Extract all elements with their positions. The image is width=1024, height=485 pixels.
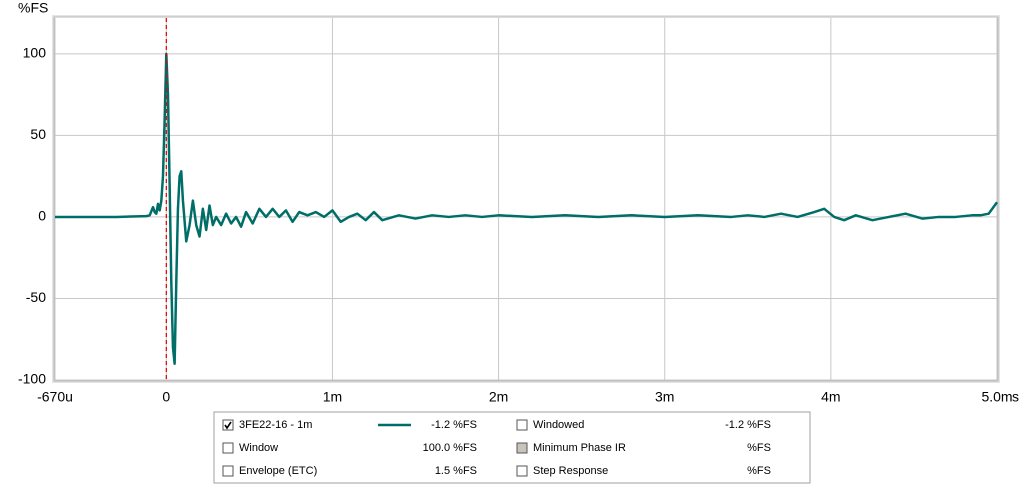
y-tick-label: -50 xyxy=(26,289,46,305)
y-tick-label: 50 xyxy=(30,126,46,142)
panel-readout: %FS xyxy=(747,442,771,454)
checkbox[interactable] xyxy=(516,442,528,454)
checkbox[interactable] xyxy=(516,465,528,477)
x-tick-label: 2m xyxy=(489,389,508,405)
panel-readout: 100.0 %FS xyxy=(423,442,477,454)
panel-readout: 1.5 %FS xyxy=(435,465,477,477)
panel-readout: %FS xyxy=(747,465,771,477)
x-unit: s xyxy=(1012,389,1019,405)
legend-label: 3FE22-16 - 1m xyxy=(239,419,312,431)
checkbox[interactable] xyxy=(222,465,234,477)
panel-label: Step Response xyxy=(533,465,608,477)
panel-label: Minimum Phase IR xyxy=(533,442,626,454)
plot-area xyxy=(53,16,999,382)
x-tick-label: -670u xyxy=(37,389,73,405)
x-tick-label: 0 xyxy=(162,389,170,405)
y-axis-label: %FS xyxy=(18,0,48,16)
legend-readout: -1.2 %FS xyxy=(431,419,477,431)
y-tick-label: 0 xyxy=(38,208,46,224)
panel-label: Window xyxy=(239,442,278,454)
checkbox[interactable] xyxy=(222,442,234,454)
legend-panel xyxy=(213,411,811,484)
panel-label: Windowed xyxy=(533,419,584,431)
x-tick-label: 3m xyxy=(655,389,674,405)
checkbox[interactable] xyxy=(516,419,528,431)
panel-readout: -1.2 %FS xyxy=(725,419,771,431)
checkmark xyxy=(224,421,232,430)
x-tick-label: 1m xyxy=(323,389,342,405)
series-line xyxy=(55,52,999,365)
y-tick-label: 100 xyxy=(23,45,47,61)
x-tick-label: 4m xyxy=(821,389,840,405)
x-tick-label: 5.0m xyxy=(981,389,1012,405)
checkbox[interactable] xyxy=(222,419,234,431)
y-tick-label: -100 xyxy=(18,371,46,387)
panel-label: Envelope (ETC) xyxy=(239,465,317,477)
